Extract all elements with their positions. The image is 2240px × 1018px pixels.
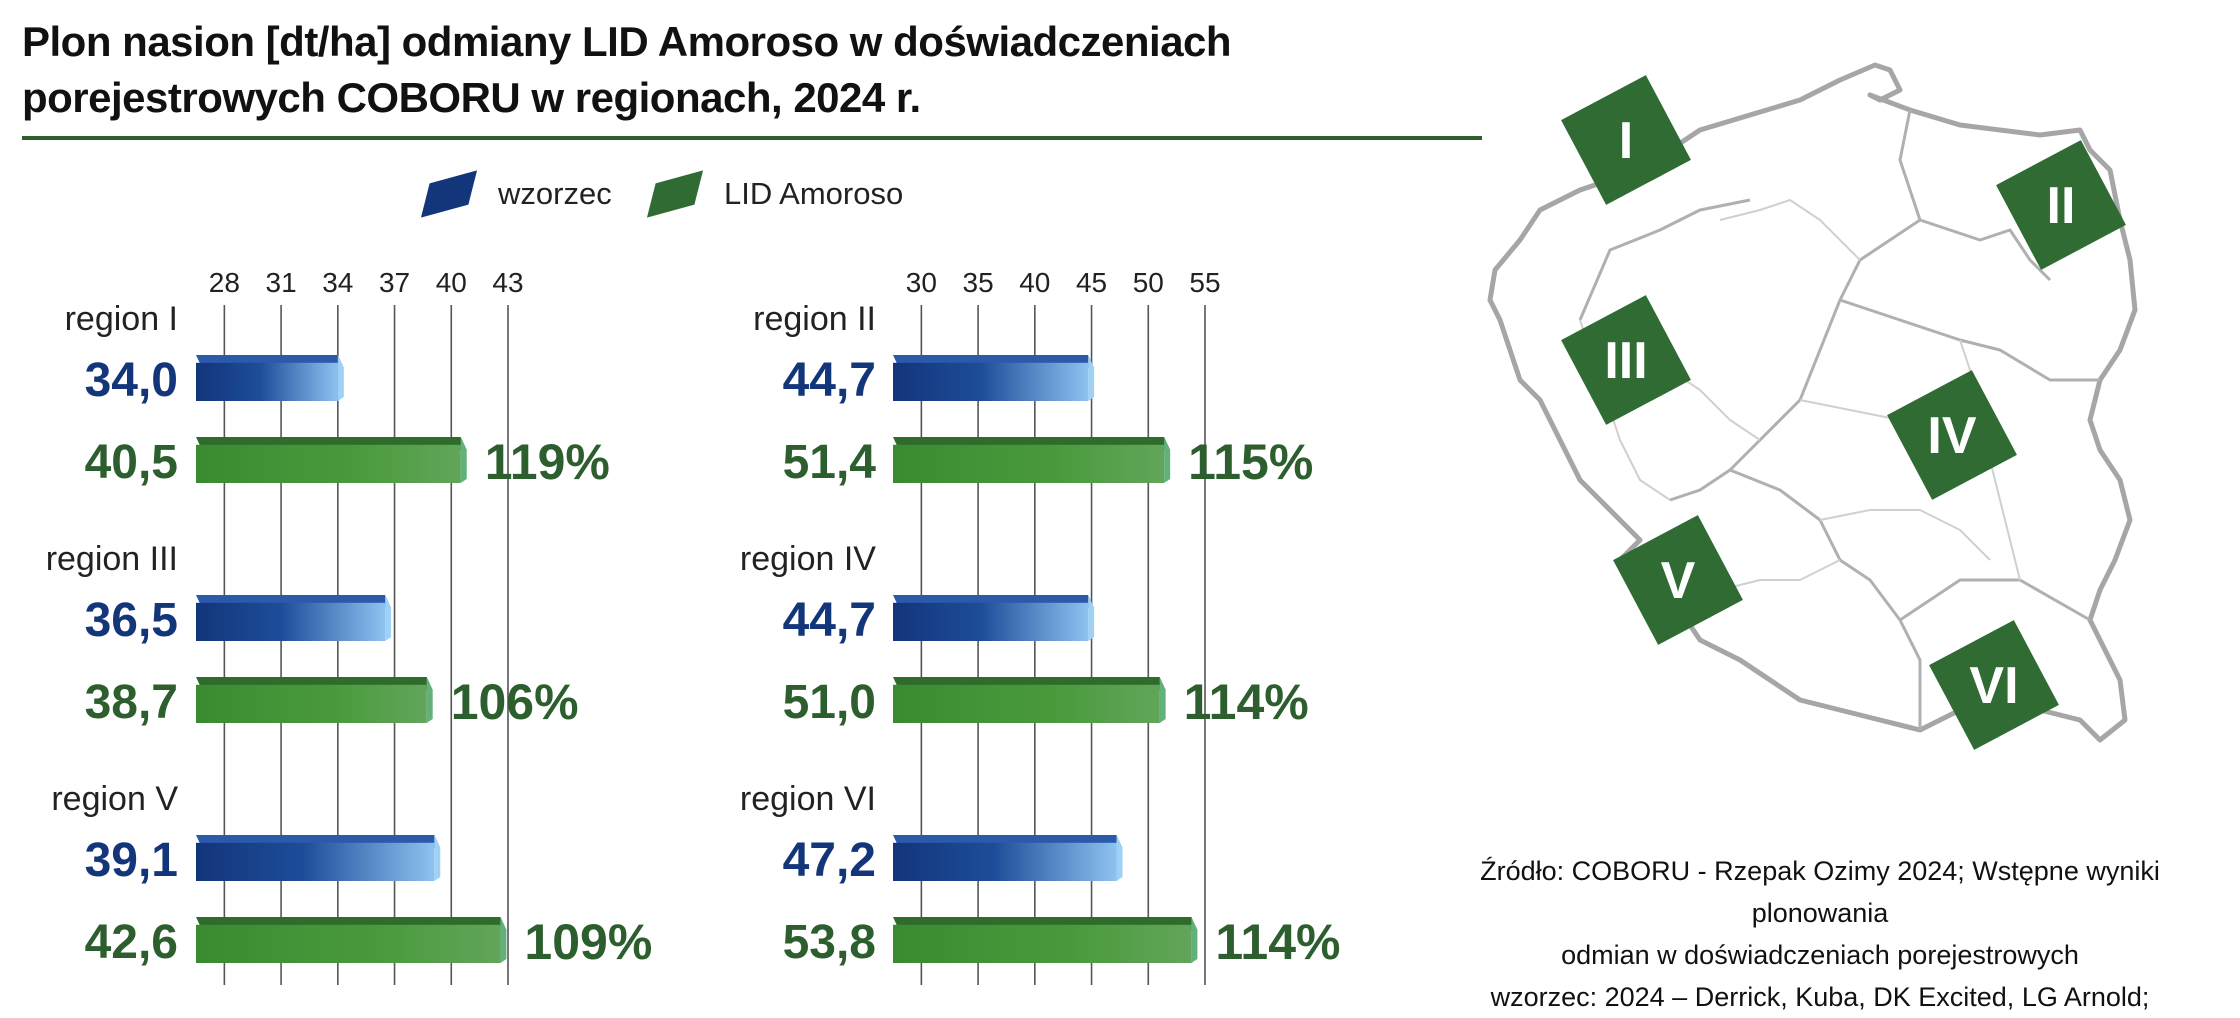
bar-wzorzec xyxy=(893,842,1117,881)
bar-wzorzec-end xyxy=(337,355,344,401)
bar-amoroso xyxy=(196,444,461,483)
region-marker-square xyxy=(1996,140,2126,270)
value-amoroso-label: 51,0 xyxy=(783,676,876,729)
bar-wzorzec-end xyxy=(1088,595,1095,641)
bar-amoroso-end xyxy=(426,677,433,723)
bar-amoroso xyxy=(893,924,1192,963)
value-amoroso-label: 40,5 xyxy=(85,436,178,489)
region-marker-II xyxy=(1996,140,2126,270)
region-marker-VI xyxy=(1929,620,2059,750)
tick-label: 31 xyxy=(266,267,297,298)
tick-label: 43 xyxy=(492,267,523,298)
source-line-1: Źródło: COBORU - Rzepak Ozimy 2024; Wstę… xyxy=(1480,856,2160,928)
region-marker-label: I xyxy=(1619,112,1633,170)
tick-label: 35 xyxy=(963,267,994,298)
bar-wzorzec xyxy=(893,602,1089,641)
bar-chart-1: 28 31 34 37 40 43 region I 34,0 40,5 119% region I… xyxy=(46,267,652,985)
percent-label: 106% xyxy=(451,674,579,730)
tick-label: 50 xyxy=(1133,267,1164,298)
value-wzorzec-label: 39,1 xyxy=(85,834,178,887)
region-label: region VI xyxy=(740,780,876,818)
region-marker-square xyxy=(1929,620,2059,750)
value-amoroso-label: 38,7 xyxy=(85,676,178,729)
percent-label: 114% xyxy=(1184,674,1309,730)
region-label: region II xyxy=(753,300,876,338)
value-wzorzec-label: 44,7 xyxy=(783,594,876,647)
bar-amoroso xyxy=(893,444,1165,483)
tick-label: 34 xyxy=(322,267,353,298)
region-marker-IV xyxy=(1887,370,2017,500)
bar-chart-2: 30 35 40 45 50 55 region II 44,7 51,4 115% region … xyxy=(740,267,1341,985)
chart-title: Plon nasion [dt/ha] odmiany LID Amoroso … xyxy=(22,18,1232,121)
tick-label: 30 xyxy=(906,267,937,298)
region-label: region I xyxy=(65,300,178,338)
region-marker-label: III xyxy=(1604,332,1647,390)
bar-charts: 28 31 34 37 40 43 region I 34,0 40,5 119% region I… xyxy=(46,267,1341,985)
source-line-3: wzorzec: 2024 – Derrick, Kuba, DK Excite… xyxy=(1490,982,2150,1012)
bar-amoroso-end xyxy=(1164,437,1171,483)
tick-label: 28 xyxy=(209,267,240,298)
value-amoroso-label: 42,6 xyxy=(85,916,178,969)
bar-amoroso-end xyxy=(1191,917,1198,963)
bar-wzorzec-end xyxy=(1088,355,1095,401)
value-amoroso-label: 51,4 xyxy=(783,436,877,489)
value-amoroso-label: 53,8 xyxy=(783,916,876,969)
tick-label: 40 xyxy=(1019,267,1050,298)
region-marker-I xyxy=(1561,75,1691,205)
value-wzorzec-label: 44,7 xyxy=(783,354,876,407)
value-wzorzec-label: 36,5 xyxy=(85,594,178,647)
bar-amoroso xyxy=(196,924,501,963)
legend-item-amoroso: LID Amoroso xyxy=(646,164,904,224)
region-marker-square xyxy=(1887,370,2017,500)
title-divider xyxy=(22,136,1482,140)
bar-wzorzec xyxy=(196,842,435,881)
bar-amoroso-end xyxy=(1159,677,1166,723)
region-label: region IV xyxy=(740,540,876,578)
value-wzorzec-label: 34,0 xyxy=(85,354,178,407)
percent-label: 119% xyxy=(485,434,610,490)
bar-wzorzec xyxy=(196,602,386,641)
tick-label: 37 xyxy=(379,267,410,298)
bar-amoroso-end xyxy=(460,437,467,483)
region-marker-label: VI xyxy=(1969,657,2018,715)
bar-wzorzec xyxy=(893,362,1089,401)
source-note: Źródło: COBORU - Rzepak Ozimy 2024; Wstę… xyxy=(1410,850,2230,1018)
tick-label: 55 xyxy=(1189,267,1220,298)
region-marker-III xyxy=(1561,295,1691,425)
region-marker-label: V xyxy=(1661,552,1696,610)
percent-label: 115% xyxy=(1188,434,1313,490)
region-marker-V xyxy=(1613,515,1743,645)
percent-label: 109% xyxy=(524,914,652,970)
bar-amoroso xyxy=(893,684,1160,723)
region-marker-label: II xyxy=(2047,177,2076,235)
bar-amoroso xyxy=(196,684,427,723)
tick-label: 40 xyxy=(436,267,467,298)
region-label: region III xyxy=(46,540,178,578)
bar-wzorzec xyxy=(196,362,338,401)
region-label: region V xyxy=(51,780,178,818)
region-marker-square xyxy=(1561,75,1691,205)
bar-wzorzec-end xyxy=(434,835,441,881)
value-wzorzec-label: 47,2 xyxy=(783,834,876,887)
bar-wzorzec-end xyxy=(1116,835,1123,881)
bar-wzorzec-end xyxy=(385,595,392,641)
percent-label: 114% xyxy=(1215,914,1340,970)
legend-label-amoroso: LID Amoroso xyxy=(724,176,904,211)
legend-label-wzorzec: wzorzec xyxy=(498,176,612,211)
tick-label: 45 xyxy=(1076,267,1107,298)
legend-item-wzorzec: wzorzec xyxy=(420,164,612,224)
region-marker-square xyxy=(1561,295,1691,425)
bar-amoroso-end xyxy=(500,917,507,963)
region-marker-label: IV xyxy=(1927,407,1976,465)
source-line-2: odmian w doświadczeniach porejestrowych xyxy=(1561,940,2079,970)
region-marker-square xyxy=(1613,515,1743,645)
